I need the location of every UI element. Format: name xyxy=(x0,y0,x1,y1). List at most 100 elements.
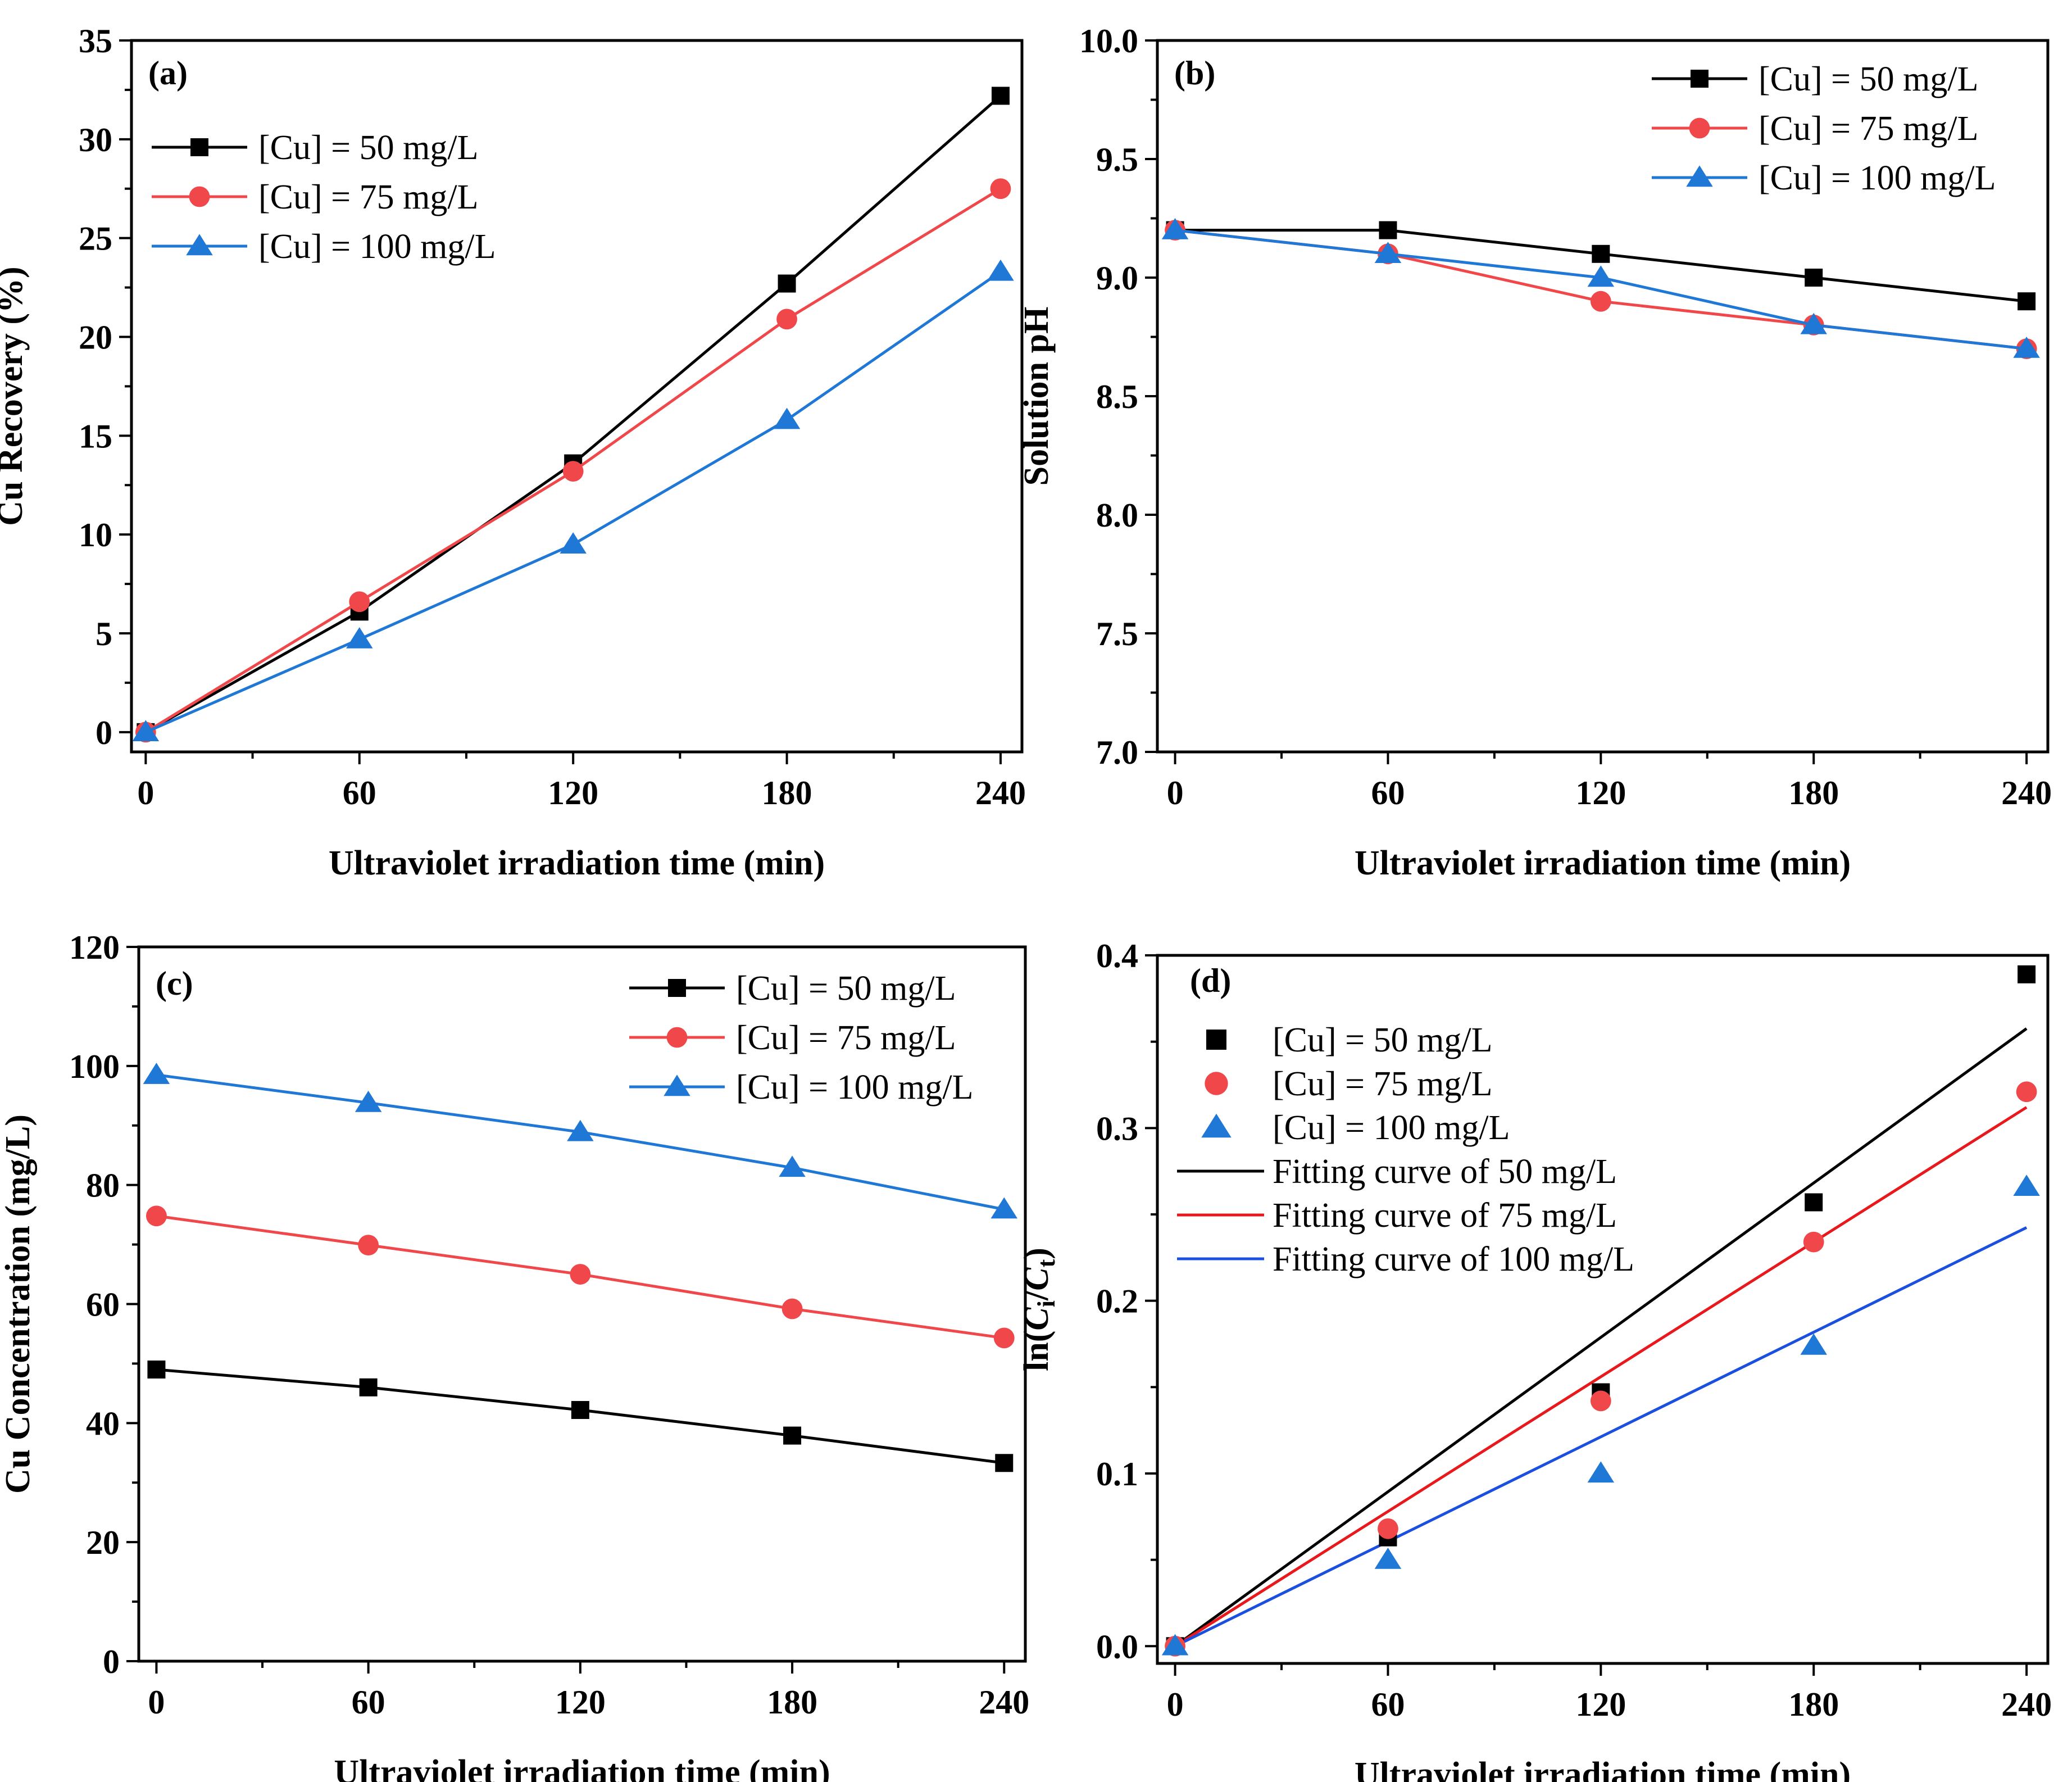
x-axis-title: Ultraviolet irradiation time (min) xyxy=(334,1753,830,1782)
y-tick-label: 10.0 xyxy=(1079,22,1138,60)
plot-frame xyxy=(130,39,1024,754)
x-tick-label: 180 xyxy=(762,774,812,811)
legend-entry: [Cu] = 75 mg/L xyxy=(736,1019,956,1057)
data-point xyxy=(987,259,1014,281)
legend-marker xyxy=(1691,70,1709,88)
data-point xyxy=(995,1454,1014,1472)
x-tick-label: 240 xyxy=(2001,1686,2052,1723)
y-axis-title: Cu Recovery (%) xyxy=(0,266,30,525)
x-tick-label: 60 xyxy=(1371,1686,1405,1723)
x-tick-label: 240 xyxy=(979,1684,1029,1721)
data-point xyxy=(991,87,1010,105)
y-tick-label: 0.4 xyxy=(1096,937,1138,974)
data-point xyxy=(146,1205,167,1227)
y-axis-title-part: ) xyxy=(1017,1248,1056,1259)
fit-line xyxy=(1174,1106,2028,1648)
legend-entry: [Cu] = 50 mg/L xyxy=(1273,1021,1492,1059)
data-point xyxy=(355,1090,382,1112)
y-axis-title-part: / xyxy=(1017,1290,1056,1301)
data-point xyxy=(1800,312,1827,334)
y-tick-label: 9.0 xyxy=(1096,260,1138,297)
data-point xyxy=(778,274,796,293)
data-point xyxy=(359,1378,378,1396)
data-point xyxy=(1592,244,1610,263)
y-tick-label: 7.5 xyxy=(1096,615,1138,652)
y-tick-label: 0.3 xyxy=(1096,1110,1138,1147)
legend-marker xyxy=(190,138,208,156)
y-tick-label: 10 xyxy=(79,516,112,554)
data-point xyxy=(1805,1193,1823,1212)
x-tick-label: 240 xyxy=(975,774,1026,811)
y-tick-label: 80 xyxy=(86,1167,120,1204)
y-tick-label: 5 xyxy=(96,615,112,652)
data-point xyxy=(1805,269,1823,287)
legend-marker xyxy=(666,1027,688,1048)
x-tick-label: 180 xyxy=(767,1684,817,1721)
x-axis-title: Ultraviolet irradiation time (min) xyxy=(1355,844,1851,882)
data-point xyxy=(2018,292,2036,311)
legend-marker xyxy=(186,234,213,256)
legend-marker xyxy=(1689,117,1710,139)
data-point xyxy=(2013,337,2040,358)
data-point xyxy=(990,1197,1018,1219)
data-point xyxy=(1379,221,1397,239)
y-tick-label: 0 xyxy=(103,1643,120,1680)
data-point xyxy=(349,591,370,613)
data-point xyxy=(358,1235,379,1256)
x-tick-label: 0 xyxy=(148,1684,165,1721)
data-point xyxy=(993,1327,1015,1349)
y-tick-label: 0.2 xyxy=(1096,1283,1138,1320)
chart-panel-3: 0 60 120 180 240 0 20 40 60 80 100 120 Ultraviolet i… xyxy=(0,929,1029,1782)
data-point xyxy=(1378,1518,1398,1539)
legend-entry: [Cu] = 100 mg/L xyxy=(736,1068,973,1107)
legend-entry: [Cu] = 75 mg/L xyxy=(1273,1065,1492,1103)
x-tick-label: 0 xyxy=(137,774,154,811)
data-point xyxy=(1590,1390,1611,1412)
legend-marker xyxy=(189,186,210,207)
y-axis-title-part: i xyxy=(1033,1300,1060,1307)
data-point xyxy=(783,1426,802,1445)
data-point xyxy=(346,627,373,649)
legend-entry: [Cu] = 100 mg/L xyxy=(1273,1109,1510,1147)
data-point xyxy=(990,178,1011,199)
data-point xyxy=(132,720,160,742)
data-point xyxy=(779,1155,806,1177)
x-tick-label: 120 xyxy=(1575,1686,1626,1723)
y-axis-title-part: C xyxy=(1017,1307,1056,1331)
panel-label: (c) xyxy=(156,965,193,1002)
legend-entry: [Cu] = 50 mg/L xyxy=(258,129,478,167)
y-tick-label: 30 xyxy=(79,121,112,158)
x-tick-label: 120 xyxy=(555,1684,606,1721)
x-tick-label: 120 xyxy=(1575,774,1626,811)
legend-marker xyxy=(664,1074,690,1096)
data-point xyxy=(571,1401,589,1420)
y-tick-label: 8.0 xyxy=(1096,497,1138,534)
data-point xyxy=(1161,1634,1189,1656)
legend-entry: [Cu] = 100 mg/L xyxy=(258,228,496,266)
y-tick-label: 40 xyxy=(86,1405,120,1442)
series-line xyxy=(145,270,1002,734)
data-point xyxy=(560,532,587,554)
fit-line xyxy=(1174,1027,2028,1648)
y-axis-title-part: t xyxy=(1033,1259,1060,1267)
data-point xyxy=(2016,1081,2037,1103)
y-axis-title: Solution pH xyxy=(1017,307,1056,486)
x-tick-label: 120 xyxy=(548,774,598,811)
chart-panel-4: 0 60 120 180 240 0.0 0.1 0.2 0.3 0.4 Ultraviolet i… xyxy=(1017,937,2052,1782)
y-tick-label: 25 xyxy=(79,220,112,257)
legend-entry: Fitting curve of 75 mg/L xyxy=(1273,1196,1617,1235)
data-point xyxy=(773,407,801,429)
y-axis-title-part: C xyxy=(1017,1267,1056,1291)
legend-marker xyxy=(668,979,686,997)
chart-panel-1: 0 60 120 180 240 0 5 10 15 20 25 30 35 Ultraviolet ir… xyxy=(0,22,1026,882)
data-point xyxy=(1161,218,1189,239)
legend-marker xyxy=(1201,1113,1232,1138)
x-tick-label: 60 xyxy=(1371,774,1405,811)
data-point xyxy=(776,309,797,330)
chart-panel-2: 0 60 120 180 240 7.0 7.5 8.0 8.5 9.0 9.5 10.0 Ultrav… xyxy=(1017,22,2052,882)
y-axis-title-part: ln( xyxy=(1017,1331,1056,1371)
data-point xyxy=(1374,1548,1402,1569)
legend-entry: Fitting curve of 50 mg/L xyxy=(1273,1153,1617,1191)
x-tick-label: 60 xyxy=(352,1684,385,1721)
